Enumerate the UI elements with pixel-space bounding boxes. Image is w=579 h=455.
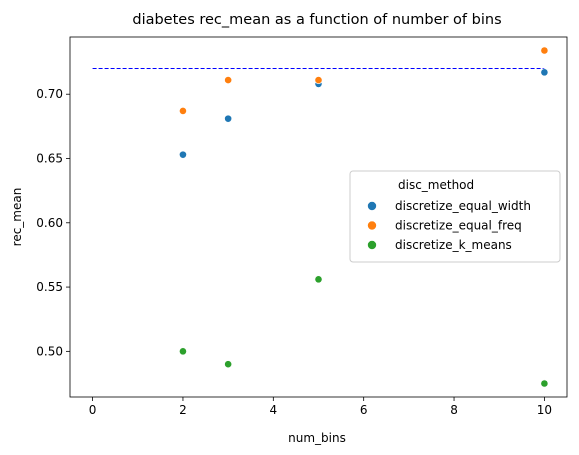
y-tick-label: 0.70 [36, 87, 63, 101]
plot-area [69, 36, 568, 398]
y-axis: 0.50 0.55 0.60 0.65 0.70 [36, 87, 70, 358]
y-tick-label: 0.50 [36, 344, 63, 358]
x-tick-label: 0 [89, 403, 97, 417]
point-discretize_k_means-2 [314, 275, 323, 284]
legend-label-discretize_equal_width: discretize_equal_width [395, 199, 531, 213]
y-axis-label: rec_mean [10, 188, 24, 247]
legend: disc_method discretize_equal_widthdiscre… [349, 170, 561, 263]
legend-marker-discretize_equal_width [367, 201, 377, 211]
points-layer [179, 46, 549, 388]
point-discretize_equal_width-0 [179, 150, 187, 159]
point-discretize_k_means-3 [540, 379, 549, 388]
legend-marker-discretize_equal_freq [367, 220, 377, 231]
y-tick-label: 0.60 [36, 216, 63, 230]
legend-label-discretize_k_means: discretize_k_means [395, 238, 512, 252]
x-tick-label: 2 [179, 403, 187, 417]
point-discretize_equal_freq-1 [224, 76, 233, 84]
legend-marker-discretize_k_means [367, 240, 377, 250]
legend-box [349, 170, 561, 263]
point-discretize_equal_freq-0 [179, 107, 187, 115]
legend-label-discretize_equal_freq: discretize_equal_freq [395, 219, 522, 233]
y-tick-label: 0.55 [36, 280, 63, 294]
x-axis: 0 2 4 6 8 10 [89, 397, 552, 417]
x-tick-label: 10 [537, 403, 552, 417]
x-tick-label: 6 [360, 403, 368, 417]
point-discretize_equal_width-3 [540, 68, 549, 77]
point-discretize_k_means-0 [179, 347, 187, 356]
y-tick-label: 0.65 [36, 152, 63, 166]
x-tick-label: 8 [450, 403, 458, 417]
x-tick-label: 4 [269, 403, 277, 417]
chart-title: diabetes rec_mean as a function of numbe… [132, 12, 501, 28]
point-discretize_equal_freq-2 [314, 76, 323, 84]
point-discretize_equal_width-1 [224, 114, 233, 123]
point-discretize_equal_freq-3 [540, 46, 549, 55]
point-discretize_k_means-1 [224, 360, 233, 369]
x-axis-label: num_bins [288, 431, 346, 445]
legend-title: disc_method [398, 178, 474, 192]
